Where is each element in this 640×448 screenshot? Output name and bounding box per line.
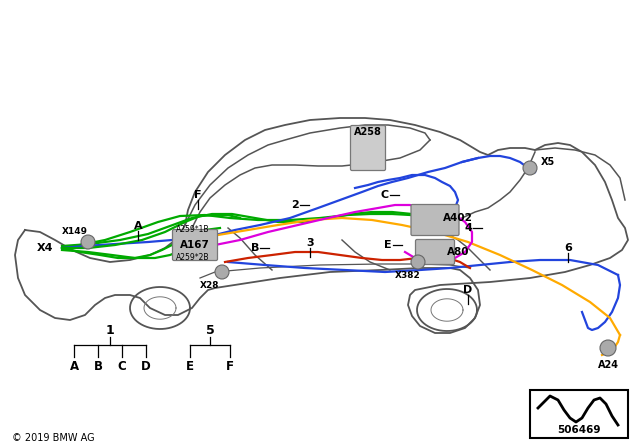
Text: X5: X5 bbox=[541, 157, 555, 167]
Text: B: B bbox=[93, 361, 102, 374]
Text: 6: 6 bbox=[564, 243, 572, 253]
Circle shape bbox=[81, 235, 95, 249]
Text: A80: A80 bbox=[447, 247, 469, 257]
Text: 3: 3 bbox=[306, 238, 314, 248]
Text: X382: X382 bbox=[395, 271, 421, 280]
Text: A259*1B: A259*1B bbox=[176, 225, 210, 234]
Text: C: C bbox=[118, 361, 126, 374]
Text: 2: 2 bbox=[291, 200, 299, 210]
Text: C: C bbox=[381, 190, 389, 200]
Circle shape bbox=[411, 255, 425, 269]
Text: D: D bbox=[141, 361, 151, 374]
Text: X4: X4 bbox=[36, 243, 53, 253]
Text: X149: X149 bbox=[62, 228, 88, 237]
Text: E: E bbox=[186, 361, 194, 374]
Text: X28: X28 bbox=[200, 280, 220, 289]
Text: A258: A258 bbox=[354, 127, 382, 137]
FancyBboxPatch shape bbox=[411, 204, 459, 236]
Text: 506469: 506469 bbox=[557, 425, 601, 435]
Text: D: D bbox=[463, 285, 472, 295]
Text: F: F bbox=[195, 190, 202, 200]
Text: A167: A167 bbox=[180, 240, 210, 250]
Text: A: A bbox=[134, 221, 142, 231]
Text: A259*2B: A259*2B bbox=[176, 254, 210, 263]
Text: E: E bbox=[384, 240, 392, 250]
Text: 5: 5 bbox=[205, 323, 214, 336]
Text: 4: 4 bbox=[464, 223, 472, 233]
FancyBboxPatch shape bbox=[530, 390, 628, 438]
Text: 1: 1 bbox=[106, 323, 115, 336]
Circle shape bbox=[600, 340, 616, 356]
Text: B: B bbox=[251, 243, 259, 253]
Circle shape bbox=[523, 161, 537, 175]
Text: © 2019 BMW AG: © 2019 BMW AG bbox=[12, 433, 95, 443]
FancyBboxPatch shape bbox=[415, 240, 454, 264]
Text: F: F bbox=[226, 361, 234, 374]
FancyBboxPatch shape bbox=[173, 229, 218, 260]
Circle shape bbox=[215, 265, 229, 279]
Text: A: A bbox=[69, 361, 79, 374]
FancyBboxPatch shape bbox=[351, 125, 385, 171]
Text: A402: A402 bbox=[443, 213, 473, 223]
Text: A24: A24 bbox=[598, 360, 618, 370]
